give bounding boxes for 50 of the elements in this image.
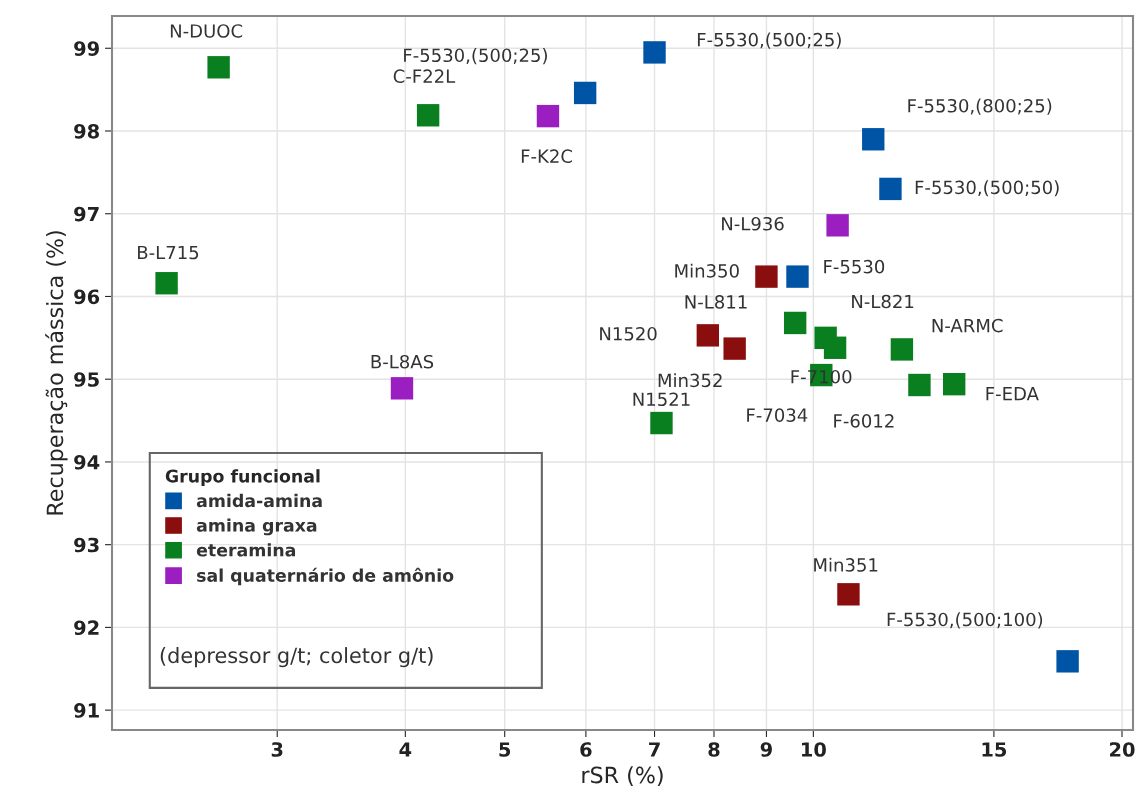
annotation: N-L811 [685, 295, 747, 309]
y-tick-label: 93 [74, 537, 99, 553]
y-axis-title: Recuperação mássica (%) [45, 231, 68, 515]
annotation: F-EDA [986, 387, 1039, 401]
x-axis-title: rSR (%) [582, 766, 663, 786]
y-tick-label: 91 [74, 703, 99, 718]
y-tick-label: 94 [74, 454, 100, 470]
annotation: Min351 [814, 557, 878, 572]
annotation: B-L8AS [371, 354, 434, 369]
y-tick-label: 99 [74, 41, 99, 56]
x-tick-label: 8 [708, 742, 720, 757]
annotation: F-K2C [521, 149, 572, 164]
x-tick-label: 5 [499, 742, 511, 757]
x-tick-label: 3 [271, 742, 283, 757]
annotation: F-5530,(500;25) [404, 48, 547, 65]
x-tick-label: 15 [982, 742, 1007, 757]
annotation: F-5530,(800;25) [908, 98, 1052, 115]
x-tick-label: 10 [802, 742, 826, 757]
x-tick-label: 7 [649, 742, 660, 757]
annotation: Min350 [675, 263, 739, 278]
x-tick-label: 4 [399, 742, 412, 757]
annotation: F-5530,(500;50) [915, 180, 1059, 197]
y-tick-label: 97 [74, 206, 99, 222]
y-tick-label: 98 [74, 123, 99, 139]
annotation: N1521 [633, 392, 690, 407]
y-tick-label: 95 [74, 372, 99, 387]
annotation: N-L821 [852, 294, 914, 309]
annotation: B-L715 [138, 245, 199, 260]
annotation: (depressor g/t; coletor g/t) [160, 647, 433, 668]
annotation: F-7034 [747, 408, 808, 422]
annotation: C-F22L [393, 69, 456, 84]
annotation: N-L936 [722, 216, 784, 231]
annotation: F-5530,(500;25) [697, 32, 841, 49]
annotation: F-5530 [824, 259, 885, 274]
annotation: Min352 [658, 373, 722, 388]
annotation: F-5530,(500;100) [887, 612, 1043, 629]
annotation: F-6012 [834, 414, 894, 428]
x-tick-label: 6 [580, 742, 592, 757]
annotation: N1520 [600, 326, 657, 341]
legend-label: amina graxa [196, 518, 317, 536]
y-tick-label: 92 [74, 620, 99, 636]
annotation: N-DUOC [170, 24, 243, 38]
annotation: N-ARMC [932, 318, 1003, 333]
y-tick-label: 96 [74, 289, 100, 305]
x-tick-label: 9 [760, 742, 772, 757]
legend-label: sal quaternário de amônio [197, 567, 454, 586]
legend-label: eteramina [196, 543, 296, 557]
legend-label: amida-amina [196, 493, 322, 508]
x-tick-label: 20 [1110, 742, 1135, 757]
legend-title: Grupo funcional [165, 469, 320, 486]
